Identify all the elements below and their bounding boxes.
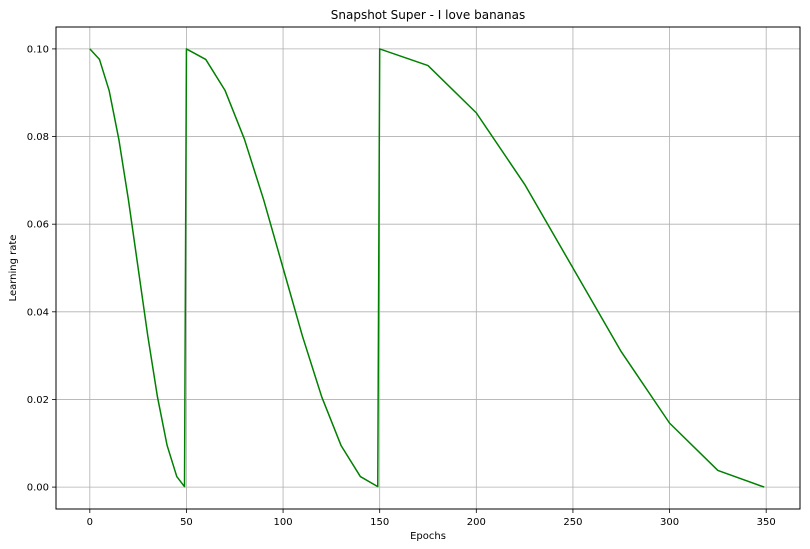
x-tick-label: 200 <box>467 517 486 528</box>
x-tick-label: 350 <box>757 517 776 528</box>
series-lines <box>89 48 765 488</box>
plot-frame <box>55 26 801 510</box>
y-tick-label: 0.08 <box>27 132 49 143</box>
y-axis-label: Learning rate <box>8 235 19 302</box>
x-tick-label: 250 <box>563 517 582 528</box>
x-tick-label: 100 <box>274 517 293 528</box>
x-axis-label: Epochs <box>410 531 446 542</box>
x-tick-label: 50 <box>180 517 193 528</box>
x-tick-label: 150 <box>370 517 389 528</box>
x-tick-label: 300 <box>660 517 679 528</box>
y-tick-label: 0.00 <box>27 483 49 494</box>
y-tick-label: 0.04 <box>27 307 49 318</box>
x-tick-label: 0 <box>87 517 93 528</box>
y-tick-label: 0.10 <box>27 44 49 55</box>
y-tick-label: 0.02 <box>27 395 49 406</box>
y-tick-label: 0.06 <box>27 220 49 231</box>
series-line-0 <box>89 48 765 488</box>
chart-title: Snapshot Super - I love bananas <box>331 8 526 22</box>
ticks: 0 50 100 150 200 250 300 350 0.00 0.02 0.04 0.06 0.0… <box>27 44 776 528</box>
